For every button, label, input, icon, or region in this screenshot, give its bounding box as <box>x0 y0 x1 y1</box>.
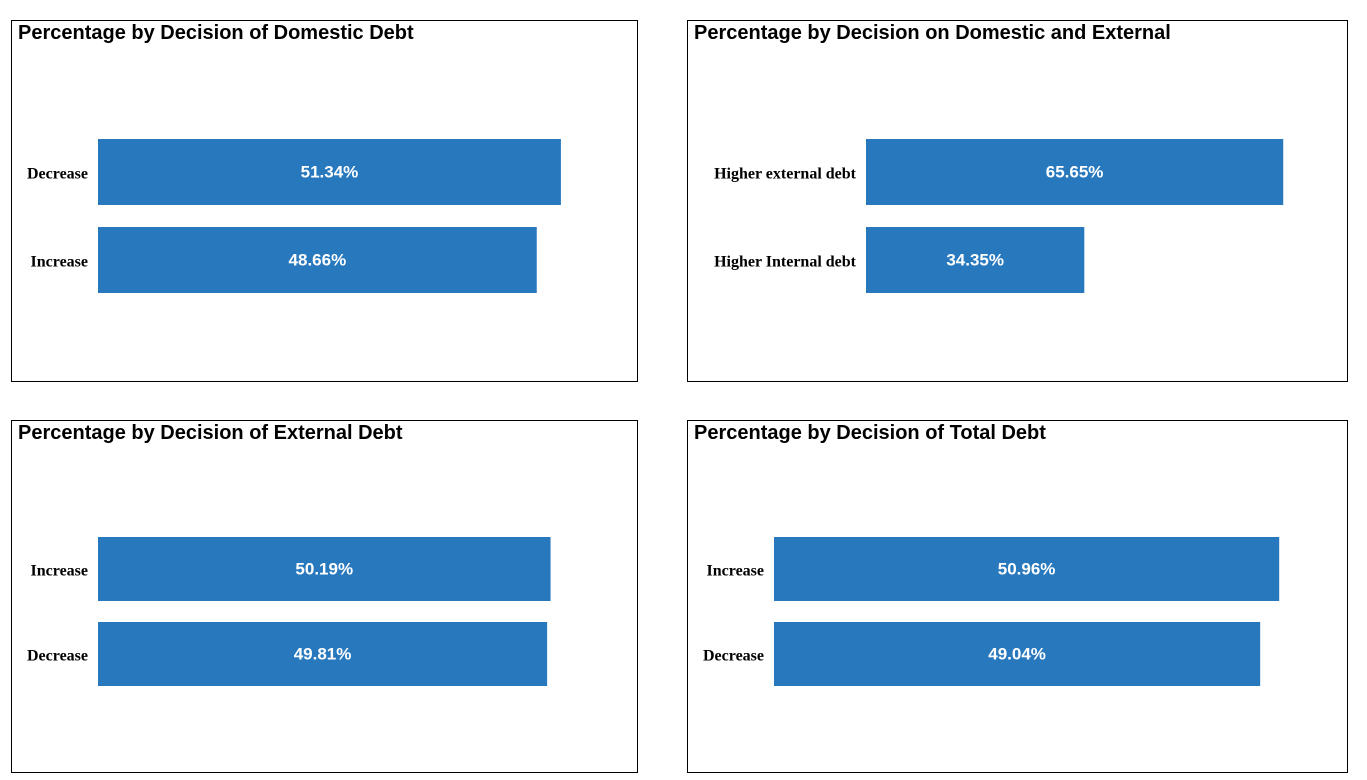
category-tick-label: Higher Internal debt <box>714 254 857 271</box>
bar-chart: 50.96% Increase 49.04% Decrease <box>703 537 1280 686</box>
chart-panel-domestic-and-external: Percentage by Decision on Domestic and E… <box>687 20 1348 382</box>
category-tick-label: Decrease <box>703 648 764 665</box>
bar-value-label: 50.96% <box>998 560 1056 579</box>
chart-title: Percentage by Decision of Domestic Debt <box>18 22 414 44</box>
bar <box>98 537 551 601</box>
category-tick-label: Increase <box>31 254 88 271</box>
bar-value-label: 48.66% <box>289 251 347 270</box>
bar <box>866 139 1284 205</box>
chart-panel-external-debt: Percentage by Decision of External Debt … <box>11 420 638 773</box>
bar-value-label: 51.34% <box>301 163 359 182</box>
chart-title: Percentage by Decision of Total Debt <box>694 422 1046 444</box>
chart-title: Percentage by Decision on Domestic and E… <box>694 22 1171 44</box>
bar <box>98 622 548 686</box>
category-tick-label: Increase <box>707 563 764 580</box>
bar-value-label: 65.65% <box>1046 163 1104 182</box>
bar-chart: 50.19% Increase 49.81% Decrease <box>27 537 551 686</box>
bar <box>98 227 537 293</box>
chart-panel-total-debt: Percentage by Decision of Total Debt 50.… <box>687 420 1348 773</box>
chart-panel-domestic-debt: Percentage by Decision of Domestic Debt … <box>11 20 638 382</box>
bar-value-label: 50.19% <box>295 560 353 579</box>
category-tick-label: Increase <box>31 563 88 580</box>
bar-value-label: 49.81% <box>294 645 352 664</box>
bar-chart: 51.34% Decrease 48.66% Increase <box>27 139 561 293</box>
bar <box>774 622 1261 686</box>
bar-chart: 65.65% Higher external debt 34.35% Higher I… <box>714 139 1284 293</box>
category-tick-label: Decrease <box>27 166 88 183</box>
bar-value-label: 49.04% <box>988 645 1046 664</box>
bar <box>98 139 561 205</box>
bar <box>866 227 1085 293</box>
category-tick-label: Decrease <box>27 648 88 665</box>
bar <box>774 537 1280 601</box>
bar-value-label: 34.35% <box>946 251 1004 270</box>
chart-title: Percentage by Decision of External Debt <box>18 422 403 444</box>
category-tick-label: Higher external debt <box>714 166 857 183</box>
